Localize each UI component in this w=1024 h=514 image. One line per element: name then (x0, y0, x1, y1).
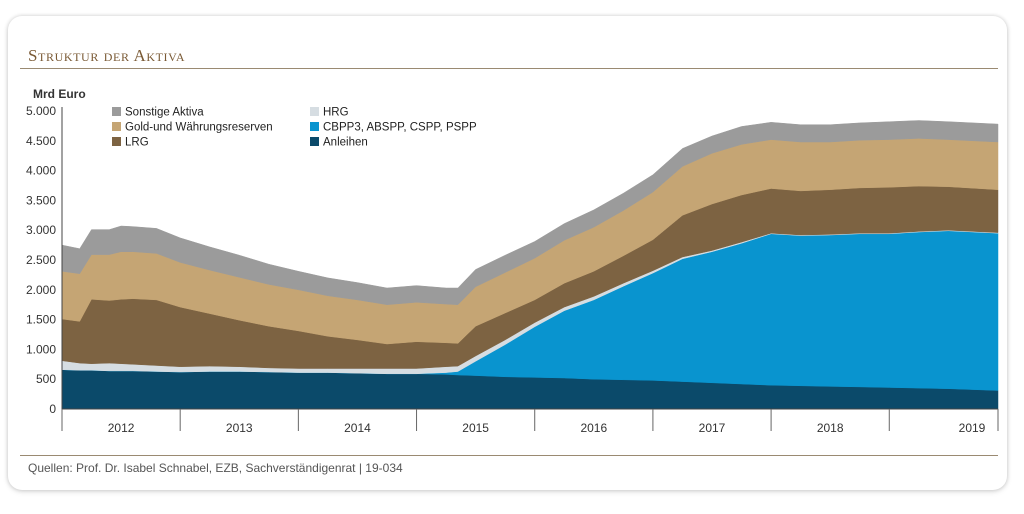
chart-title: Struktur der Aktiva (28, 46, 186, 65)
x-tick-label: 2013 (226, 421, 253, 435)
legend-label: HRG (323, 107, 349, 119)
legend: Sonstige Aktiva HRG Gold-und Währungsreser… (112, 107, 477, 149)
source-divider (20, 455, 998, 456)
source-note: Quellen: Prof. Dr. Isabel Schnabel, EZB,… (28, 461, 403, 475)
x-tick-label: 2012 (108, 421, 135, 435)
legend-swatch (112, 137, 121, 146)
legend-label: Sonstige Aktiva (125, 107, 204, 119)
area-sonstige-aktiva (61, 120, 999, 305)
y-tick-label: 2.500 (26, 253, 56, 267)
legend-label: Gold-und Währungsreserven (125, 122, 273, 134)
legend-label: LRG (125, 137, 149, 149)
y-tick-label: 1.000 (26, 342, 56, 356)
legend-swatch (112, 122, 121, 131)
x-tick-label: 2015 (462, 421, 489, 435)
y-tick-label: 4.000 (26, 164, 56, 178)
y-tick-label: 3.500 (26, 193, 56, 207)
y-tick-label: 5.000 (26, 104, 56, 118)
x-tick-label: 2014 (344, 421, 371, 435)
x-tick-label: 2018 (817, 421, 844, 435)
y-tick-label: 500 (36, 372, 56, 386)
title-divider (20, 68, 998, 69)
legend-swatch (310, 122, 319, 131)
y-tick-label: 1.500 (26, 313, 56, 327)
legend-label: Anleihen (323, 137, 368, 149)
x-tick-label: 2017 (699, 421, 726, 435)
y-axis-label: Mrd Euro (33, 87, 86, 101)
legend-label: CBPP3, ABSPP, CSPP, PSPP (323, 122, 477, 134)
x-tick-label: 2016 (580, 421, 607, 435)
y-tick-label: 3.000 (26, 223, 56, 237)
y-tick-label: 4.500 (26, 134, 56, 148)
y-tick-label: 2.000 (26, 283, 56, 297)
x-axis-ticks: 2012 2013 2014 2015 2016 2017 2018 2019 (61, 408, 999, 435)
y-tick-label: 0 (49, 402, 56, 416)
legend-swatch (310, 107, 319, 116)
y-axis-ticks: 0 500 1.000 1.500 2.000 2.500 3.000 3.500 4.000 4… (26, 104, 63, 416)
x-tick-label: 2019 (959, 421, 986, 435)
area-layers (61, 120, 999, 410)
legend-swatch (112, 107, 121, 116)
legend-swatch (310, 137, 319, 146)
